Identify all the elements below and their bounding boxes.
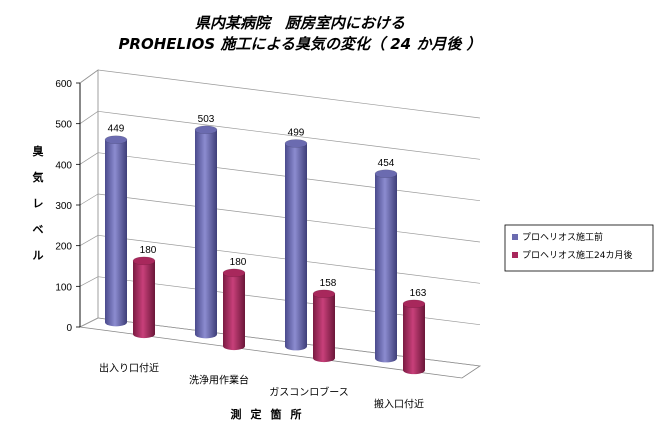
data-label: 499: [288, 127, 305, 138]
data-label: 180: [230, 257, 247, 268]
bar-1-3: [402, 299, 426, 375]
y-tick-label: 600: [55, 79, 72, 90]
legend-box: [504, 224, 654, 272]
bar-1-2: [312, 289, 336, 363]
data-label: 454: [378, 158, 395, 169]
bar-0-3: [374, 169, 398, 363]
legend-swatch: [512, 252, 518, 258]
chart-walls: [78, 69, 482, 379]
bar-top: [402, 299, 426, 309]
x-axis-title-char: 測: [231, 407, 242, 421]
y-tick-label: 200: [55, 242, 72, 253]
data-label: 180: [140, 245, 157, 256]
y-axis-title-char: ル: [33, 249, 44, 262]
x-axis-title-char: 所: [291, 407, 302, 421]
chart-title-line-2: PROHELIOS 施工による臭気の変化（ 24 か月後 ）: [118, 35, 481, 53]
bar-base: [313, 354, 335, 363]
y-axis-ticks: 0 100 200 300 400 500 600: [55, 79, 81, 334]
chart-title-line-1: 県内某病院 厨房室内における: [195, 14, 405, 32]
bar-body: [313, 293, 335, 359]
x-category-label: 洗浄用作業台: [189, 374, 249, 387]
bar-top: [194, 125, 218, 135]
bars: [104, 125, 426, 375]
bar-1-1: [222, 268, 246, 351]
y-tick-label: 100: [55, 282, 72, 293]
bar-top: [374, 169, 398, 179]
x-category-label: 出入り口付近: [99, 362, 159, 375]
data-label: 503: [198, 114, 215, 125]
data-label: 158: [320, 278, 337, 289]
bar-body: [133, 260, 155, 335]
bar-0-1: [194, 125, 218, 339]
x-axis-title-char: 定: [251, 407, 262, 421]
gridline: [97, 110, 481, 160]
legend-label: プロヘリオス施工前: [522, 231, 603, 243]
gridline-side: [79, 111, 99, 124]
y-tick-label: 0: [66, 323, 72, 334]
bar-0-2: [284, 139, 308, 351]
bar-base: [105, 318, 127, 327]
bar-base: [133, 330, 155, 339]
left-wall: [79, 69, 99, 328]
gridline: [97, 69, 481, 119]
bar-base: [285, 342, 307, 351]
y-tick-label: 400: [55, 160, 72, 171]
data-label: 163: [410, 288, 427, 299]
bar-top: [312, 289, 336, 299]
gridline-side: [79, 235, 99, 246]
gridline-side: [79, 69, 99, 84]
bar-top: [104, 135, 128, 144]
x-axis-title-char: 箇: [271, 407, 282, 421]
bar-body: [403, 303, 425, 371]
bar-body: [375, 173, 397, 359]
bar-base: [403, 366, 425, 375]
x-category-label: ガスコンロブース: [269, 386, 349, 399]
gridline-side: [79, 193, 99, 206]
bar-body: [105, 139, 127, 323]
legend-label: プロヘリオス施工24カ月後: [522, 249, 632, 261]
bar-body: [195, 129, 217, 335]
gridline-side: [79, 317, 99, 328]
y-axis-title-char: 臭: [33, 144, 44, 158]
bar-1-0: [132, 256, 156, 339]
bar-top: [132, 256, 156, 266]
bar-base: [223, 342, 245, 351]
legend-swatch: [512, 234, 518, 240]
bar-top: [284, 139, 308, 148]
bar-body: [285, 143, 307, 347]
y-tick-label: 300: [55, 201, 72, 212]
y-axis-title-char: 気: [33, 170, 44, 184]
y-axis-title-char: ベ: [33, 223, 44, 236]
bar-top: [222, 268, 246, 278]
bar-base: [375, 354, 397, 363]
data-labels: 449 180 503 180 499 158 454 163: [108, 114, 427, 299]
gridline-side: [79, 152, 99, 165]
x-axis-title: 測定箇所: [231, 407, 302, 421]
bar-0-0: [104, 135, 128, 327]
x-category-label: 搬入口付近: [374, 398, 424, 411]
bar-base: [195, 330, 217, 339]
bar-body: [223, 272, 245, 347]
gridline-side: [79, 276, 99, 287]
y-tick-label: 500: [55, 120, 72, 131]
y-axis-title-char: レ: [33, 197, 44, 210]
data-label: 449: [108, 124, 125, 135]
